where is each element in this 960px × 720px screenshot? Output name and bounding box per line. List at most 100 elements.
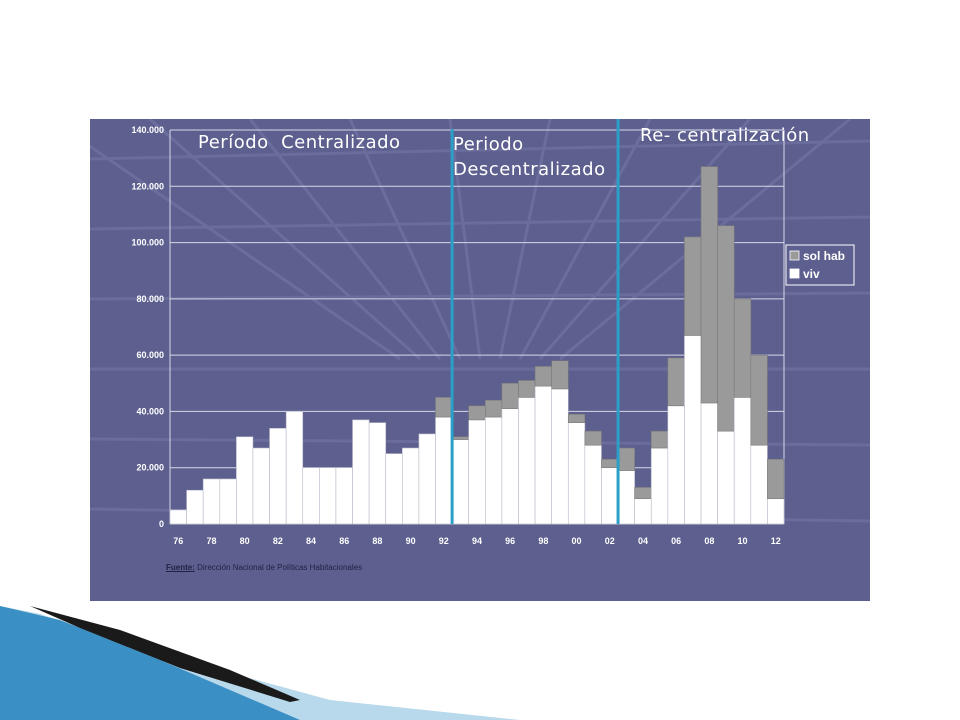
perspective-line <box>348 119 462 360</box>
bar-viv-80 <box>236 436 254 525</box>
bar-viv-10 <box>733 397 752 525</box>
x-tick-label: 04 <box>638 536 648 546</box>
bar-sol-hab-03 <box>617 447 635 471</box>
bar-sol-hab-09 <box>717 225 735 432</box>
x-tick-label: 82 <box>273 536 283 546</box>
y-tick-label: 40.000 <box>136 406 164 416</box>
legend-label: viv <box>803 267 820 281</box>
x-tick-label: 90 <box>406 536 416 546</box>
bar-sol-hab-97 <box>518 380 536 398</box>
bar-viv-98 <box>534 385 552 525</box>
y-tick-label: 20.000 <box>136 463 164 473</box>
bar-viv-00 <box>567 422 586 525</box>
x-tick-label: 08 <box>704 536 714 546</box>
bar-viv-87 <box>352 419 370 525</box>
bar-viv-03 <box>617 470 635 525</box>
bar-viv-88 <box>368 422 387 525</box>
period-descentralizado-line2: Descentralizado <box>453 159 606 180</box>
bar-viv-93 <box>451 439 470 525</box>
x-tick-label: 12 <box>771 536 781 546</box>
bar-sol-hab-00 <box>567 413 586 423</box>
bar-viv-97 <box>518 397 536 525</box>
bar-sol-hab-99 <box>551 360 569 390</box>
period-descentralizado-label: Periodo Descentralizado <box>453 132 606 182</box>
y-tick-label: 140.000 <box>131 125 164 135</box>
bar-viv-85 <box>319 467 337 525</box>
bar-viv-86 <box>335 467 353 525</box>
bar-sol-hab-12 <box>767 458 785 499</box>
perspective-line <box>448 119 482 360</box>
bar-sol-hab-11 <box>750 354 768 446</box>
bar-viv-05 <box>650 447 669 525</box>
bar-sol-hab-02 <box>601 458 619 469</box>
bar-viv-76 <box>169 509 187 525</box>
bar-sol-hab-05 <box>650 430 669 449</box>
bar-viv-81 <box>252 447 270 525</box>
perspective-line <box>90 215 870 231</box>
x-tick-label: 84 <box>306 536 316 546</box>
y-tick-label: 100.000 <box>131 238 164 248</box>
perspective-line <box>90 139 870 161</box>
bar-sol-hab-01 <box>584 430 602 446</box>
x-tick-label: 00 <box>572 536 582 546</box>
bar-sol-hab-95 <box>484 399 503 418</box>
bar-viv-96 <box>501 408 519 525</box>
bar-viv-95 <box>484 416 503 525</box>
perspective-line <box>498 119 552 360</box>
perspective-line <box>538 119 752 360</box>
x-tick-label: 78 <box>206 536 216 546</box>
bar-sol-hab-04 <box>634 487 652 499</box>
legend-swatch <box>789 250 800 261</box>
period-centralizado-label: Período Centralizado <box>198 132 401 153</box>
bar-sol-hab-06 <box>667 357 685 407</box>
bar-viv-92 <box>435 416 453 525</box>
bar-viv-12 <box>767 498 785 525</box>
x-tick-label: 02 <box>605 536 615 546</box>
bar-viv-09 <box>717 430 735 525</box>
y-tick-label: 0 <box>159 519 164 529</box>
perspective-line <box>518 119 652 360</box>
bar-sol-hab-07 <box>684 236 702 336</box>
bar-sol-hab-10 <box>733 298 752 398</box>
bar-viv-79 <box>219 478 237 525</box>
bar-viv-89 <box>385 453 403 525</box>
x-tick-label: 94 <box>472 536 482 546</box>
bar-viv-06 <box>667 405 685 525</box>
bar-sol-hab-92 <box>435 397 453 418</box>
x-tick-label: 92 <box>439 536 449 546</box>
bar-viv-84 <box>302 467 320 525</box>
bar-sol-hab-93 <box>451 436 470 440</box>
corner-swoosh-dark <box>30 606 300 702</box>
x-tick-label: 06 <box>671 536 681 546</box>
perspective-line <box>248 119 442 360</box>
bar-sol-hab-08 <box>700 166 718 404</box>
x-tick-label: 98 <box>538 536 548 546</box>
legend: sol hab viv <box>785 244 855 286</box>
bar-viv-04 <box>634 498 652 525</box>
legend-swatch <box>789 268 800 279</box>
bar-viv-90 <box>402 447 420 525</box>
period-descentralizado-line1: Periodo <box>453 134 524 155</box>
chart-panel: 0 20.000 40.000 60.000 80.000 100.000 120.000 1… <box>90 119 870 601</box>
x-tick-label: 88 <box>372 536 382 546</box>
source-label: Fuente: <box>166 563 195 572</box>
x-tick-label: 86 <box>339 536 349 546</box>
bar-viv-77 <box>186 489 204 525</box>
bar-viv-78 <box>202 478 221 525</box>
bar-viv-11 <box>750 444 768 525</box>
legend-label: sol hab <box>803 249 845 263</box>
bar-viv-07 <box>684 335 702 525</box>
y-tick-label: 60.000 <box>136 350 164 360</box>
x-tick-label: 76 <box>173 536 183 546</box>
bar-viv-91 <box>418 433 436 525</box>
bar-sol-hab-94 <box>468 405 486 421</box>
bar-viv-01 <box>584 444 602 525</box>
bar-viv-02 <box>601 467 619 525</box>
x-tick-label: 10 <box>738 536 748 546</box>
source-note: Fuente: Dirección Nacional de Políticas … <box>166 563 362 572</box>
corner-swoosh-blue <box>0 606 300 720</box>
y-tick-label: 120.000 <box>131 181 164 191</box>
bar-viv-99 <box>551 388 569 525</box>
period-recentralizacion-label: Re- centralización <box>640 125 810 146</box>
